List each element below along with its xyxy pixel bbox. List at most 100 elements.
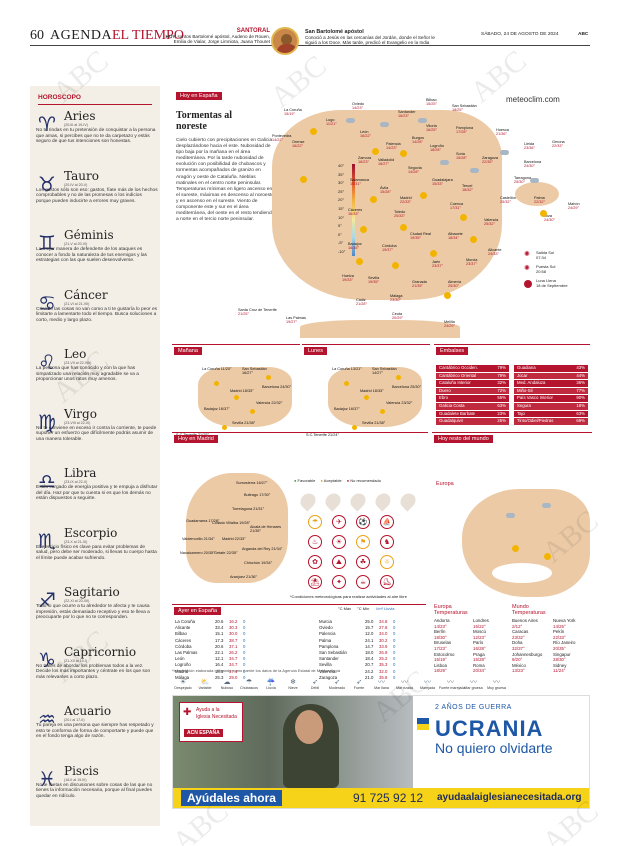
city-name: Palencia bbox=[386, 142, 401, 146]
sun-icon bbox=[396, 375, 401, 380]
temp-row: Caracas 23/32° bbox=[512, 629, 551, 640]
sea-rippled-icon: 〰 bbox=[401, 679, 408, 686]
city-forecast: Murcia 23/37° bbox=[466, 258, 477, 266]
ayer-city: Oviedo bbox=[319, 625, 333, 631]
sun-icon bbox=[266, 375, 271, 380]
temp-value: 20/34° bbox=[473, 668, 486, 674]
ayer-row: San Sebastián 18.0 26.9 0 bbox=[318, 650, 408, 656]
ad-country: UCRANIA bbox=[435, 716, 544, 741]
zodiac-0-icon: ♈ bbox=[38, 112, 56, 136]
temp-city: Moscú bbox=[473, 629, 486, 635]
sun-icon bbox=[360, 226, 367, 233]
ayer-max: 35.8 bbox=[379, 674, 388, 680]
temp-value: 15/19° bbox=[434, 657, 447, 663]
sign-dates: (20-I al 17-II) bbox=[64, 718, 85, 722]
city-forecast: Getafe 22/35° bbox=[214, 551, 238, 555]
temp-city: París bbox=[473, 640, 484, 646]
embalse-name: Ebro bbox=[436, 394, 492, 403]
ayer-city: Palencia bbox=[319, 631, 336, 637]
sign-text: Los gastos sólo son eso: gastos, fíate m… bbox=[36, 187, 158, 204]
city-forecast: Ceuta 20/29° bbox=[392, 312, 403, 320]
ayer-city: Málaga bbox=[175, 674, 190, 680]
horoscopo-panel: HOROSCOPO bbox=[30, 86, 160, 826]
legend-label: Lluvia bbox=[266, 686, 276, 690]
plane-icon: ✈ bbox=[332, 515, 346, 529]
temp-value: 20/35° bbox=[553, 645, 566, 651]
embalse-name: Galicia Costa bbox=[436, 402, 492, 411]
ayer-row: Las Palmas 22.1 26.2 0 bbox=[174, 650, 254, 656]
temp-city: Johannesburgo bbox=[512, 651, 543, 657]
ayer-city: Pamplona bbox=[319, 643, 339, 649]
ad-slogan: No quiero olvidarte bbox=[435, 740, 553, 756]
ad-cta-button[interactable]: Ayúdales ahora bbox=[181, 790, 282, 806]
ad-website[interactable]: ayudaalaiglesianecesitada.org bbox=[437, 792, 582, 803]
ayer-city: Las Palmas bbox=[175, 650, 198, 656]
temp-scale-tick: 40° bbox=[338, 163, 345, 168]
legend-item: ☀ Despejado bbox=[172, 679, 194, 690]
sun-icon bbox=[372, 148, 379, 155]
location-pin-icon bbox=[322, 490, 344, 512]
sign-dates: (21-VI al 21-VII) bbox=[64, 301, 90, 306]
city-name: Ibiza bbox=[544, 214, 553, 218]
legend-label: Despejado bbox=[174, 686, 192, 690]
city-name: Orense bbox=[292, 140, 305, 144]
ayer-min: 25.3 bbox=[215, 674, 224, 680]
rain-icon: ☔ bbox=[266, 679, 276, 686]
lunes-map bbox=[328, 367, 422, 427]
legend-favorable-icon: ● bbox=[294, 478, 297, 483]
city-name: Gerona bbox=[552, 140, 565, 144]
ad-banner: ✚ Ayuda a la Iglesia Necesitada ACN ESPA… bbox=[172, 695, 590, 809]
ayer-rain: 0 bbox=[393, 656, 396, 662]
ayer-min: 15.7 bbox=[365, 625, 374, 631]
temp-row: Bruselas 17/23° bbox=[434, 640, 471, 651]
city-temp: 15/28° bbox=[456, 156, 468, 161]
ayer-row: Cáceres 17.3 38.7 0 bbox=[174, 638, 254, 644]
embalse-name: Guadalquivir bbox=[436, 417, 492, 426]
sign-name: Tauro bbox=[64, 168, 99, 183]
legend-item: 〰 Mar llana bbox=[370, 679, 393, 690]
section-agenda: AGENDA bbox=[50, 28, 113, 43]
legend-item: ☂ Chubascos bbox=[238, 679, 260, 690]
city-forecast: Gerona 22/33° bbox=[552, 140, 565, 148]
city-temp: 14/28° bbox=[412, 140, 424, 145]
city-name: Barcelona bbox=[524, 160, 542, 164]
ayer-row: Oviedo 15.7 27.8 0 bbox=[318, 625, 408, 631]
horoscope-sign: Géminis (21-V al 20-VI) La mejor manera de… bbox=[36, 229, 158, 264]
temp-row: Moscú 12/23° bbox=[473, 629, 510, 640]
embalse-row: Guadiana 43% bbox=[514, 365, 588, 373]
coffee-icon: ☕ bbox=[356, 575, 370, 589]
sun-icon bbox=[310, 128, 317, 135]
sun-icon bbox=[344, 381, 349, 386]
icon-legend: ☀ Despejado ⛅ Variable ☁ Nuboso ☂ Chubascos ☔ Llu… bbox=[172, 676, 592, 690]
zodiac-10-icon: ♒ bbox=[38, 707, 56, 731]
temp-value: 16/22° bbox=[473, 623, 486, 629]
ayer-city: La Coruña bbox=[175, 619, 196, 624]
temp-value: 13/23° bbox=[512, 668, 525, 674]
temp-city: Praga bbox=[473, 651, 485, 657]
wind-moderate-icon: ➶ bbox=[334, 679, 340, 686]
horoscope-sign: Aries (20-III al 19-IV) No te rindas en tu… bbox=[36, 110, 158, 145]
temp-value: 22/33° bbox=[553, 634, 566, 640]
europa-label: Europa bbox=[436, 481, 454, 487]
ayer-row: Madrid 18.3 37.4 0 bbox=[174, 669, 254, 675]
sun-icon bbox=[400, 224, 407, 231]
embalse-row: Júcar 44% bbox=[514, 372, 588, 381]
temp-scale-tick: 20° bbox=[338, 197, 345, 203]
sunset-time: 20:58 bbox=[536, 268, 547, 274]
ad-phone[interactable]: 91 725 92 12 bbox=[353, 791, 424, 805]
ayer-table-b: Murcia 25.0 34.8 0 Oviedo 15.7 27.8 0 Palencia 12… bbox=[318, 619, 408, 681]
city-forecast: Madrid 22/33° bbox=[222, 537, 246, 541]
city-temp: 17/28° bbox=[456, 130, 468, 135]
sign-text: El ejercicio físico es clave para evitar… bbox=[36, 544, 157, 561]
sign-dates: (22-XI al 20-XII) bbox=[64, 599, 90, 603]
temp-value: 23/32° bbox=[512, 634, 525, 640]
city-forecast: Sevilla 19/35° bbox=[368, 276, 379, 284]
sun-icon bbox=[250, 409, 255, 414]
city-forecast: Bilbao 15/25° bbox=[426, 98, 437, 106]
ayer-row: Santander 18.4 25.2 0 bbox=[318, 656, 408, 662]
ayer-rain: 0 bbox=[243, 637, 246, 643]
city-name: Badajoz bbox=[348, 242, 362, 246]
city-forecast: Guadalajara 15/33° bbox=[432, 178, 453, 186]
temp-scale-tick: 5° bbox=[338, 223, 342, 229]
city-name: La Coruña bbox=[284, 108, 302, 112]
